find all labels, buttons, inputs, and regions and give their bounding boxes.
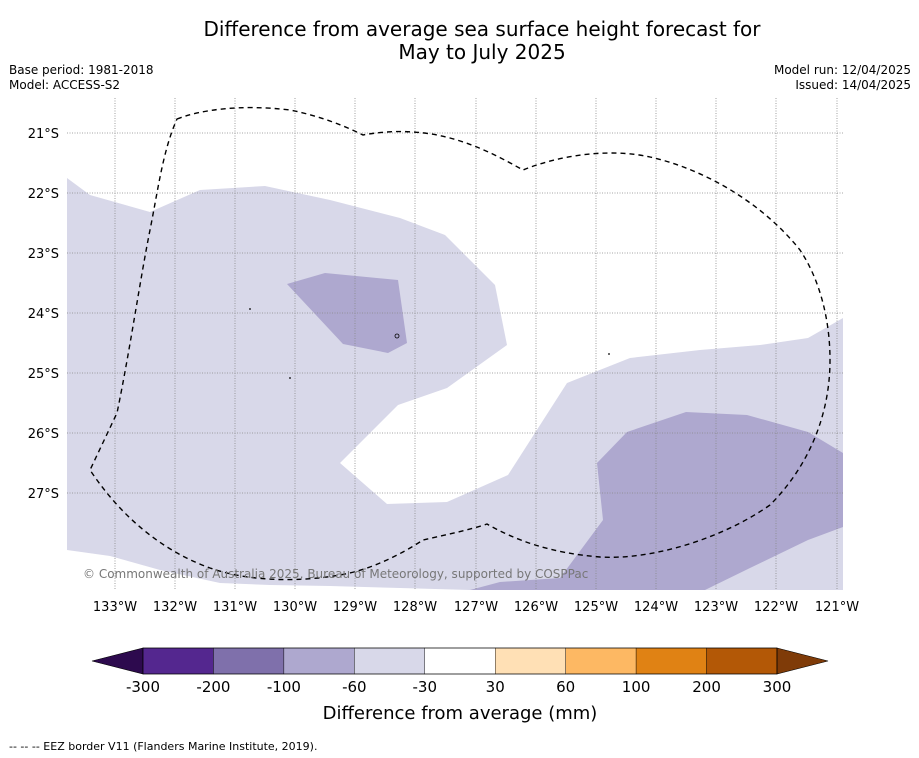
lat-label-23s: 23°S: [28, 247, 59, 262]
lat-label-21s: 21°S: [28, 127, 59, 142]
longitude-labels: 133°W 132°W 131°W 130°W 129°W 128°W 127°…: [93, 600, 859, 615]
colorbar-under-arrow: [91, 647, 144, 675]
colorbar-segment-2: [283, 647, 355, 675]
colorbar-segment-8: [706, 647, 778, 675]
lat-label-26s: 26°S: [28, 427, 59, 442]
lon-label-133w: 133°W: [93, 600, 137, 615]
islands: [249, 308, 610, 379]
map-figure: © Commonwealth of Australia 2025, Bureau…: [28, 98, 859, 724]
meta-right: Model run: 12/04/2025 Issued: 14/04/2025: [774, 63, 911, 93]
lon-label-125w: 125°W: [574, 600, 618, 615]
colorbar-tick-label-1: -200: [196, 678, 230, 696]
colorbar-segment-0: [142, 647, 214, 675]
title-line-2: May to July 2025: [398, 40, 566, 64]
lon-label-123w: 123°W: [694, 600, 738, 615]
eez-border: [89, 106, 831, 581]
gridlines: [67, 98, 843, 590]
colorbar-tick-label-9: 300: [763, 678, 792, 696]
colorbar-segment-5: [495, 647, 566, 675]
colorbar-segment-4: [424, 647, 496, 675]
colorbar-tick-label-5: 30: [486, 678, 505, 696]
colorbar-tick-label-4: -30: [413, 678, 438, 696]
model-run: Model run: 12/04/2025: [773, 63, 911, 77]
colorbar-title: Difference from average (mm): [323, 703, 598, 724]
colorbar-over-arrow: [776, 647, 829, 675]
colorbar-tick-label-3: -60: [342, 678, 367, 696]
colorbar-segment-7: [635, 647, 707, 675]
latitude-labels: 21°S 22°S 23°S 24°S 25°S 26°S 27°S: [28, 127, 59, 502]
colorbar-segment-6: [565, 647, 637, 675]
colorbar: -300 -200 -100 -60 -30 30 60 100 200 300 Differen…: [91, 647, 829, 724]
lon-label-127w: 127°W: [454, 600, 498, 615]
lon-label-131w: 131°W: [213, 600, 257, 615]
colorbar-tick-label-6: 60: [556, 678, 575, 696]
map-panel: [67, 98, 843, 590]
colorbar-segment-3: [354, 647, 425, 675]
base-period: Base period: 1981-2018: [9, 63, 154, 77]
map-title: Difference from average sea surface heig…: [0, 18, 919, 64]
lat-label-25s: 25°S: [28, 367, 59, 382]
colorbar-tick-label-0: -300: [126, 678, 160, 696]
lon-label-124w: 124°W: [634, 600, 678, 615]
lon-label-132w: 132°W: [153, 600, 197, 615]
lon-label-121w: 121°W: [815, 600, 859, 615]
lat-label-27s: 27°S: [28, 487, 59, 502]
lon-label-129w: 129°W: [333, 600, 377, 615]
lat-label-24s: 24°S: [28, 307, 59, 322]
colorbar-tick-label-2: -100: [267, 678, 301, 696]
lon-label-122w: 122°W: [754, 600, 798, 615]
lat-label-22s: 22°S: [28, 187, 59, 202]
model-name: Model: ACCESS-S2: [9, 78, 121, 92]
colorbar-tick-labels: -300 -200 -100 -60 -30 30 60 100 200 300: [126, 678, 791, 696]
eez-legend-footer: -- -- -- EEZ border V11 (Flanders Marine…: [9, 740, 318, 753]
colorbar-segments: [142, 647, 778, 675]
colorbar-tick-label-8: 200: [692, 678, 721, 696]
title-line-1: Difference from average sea surface heig…: [203, 17, 761, 41]
copyright-text: © Commonwealth of Australia 2025, Bureau…: [83, 567, 588, 581]
colorbar-tick-label-7: 100: [622, 678, 651, 696]
lon-label-130w: 130°W: [273, 600, 317, 615]
lon-label-128w: 128°W: [393, 600, 437, 615]
region-medium-southeast: [470, 412, 843, 590]
colorbar-frame: [142, 647, 778, 675]
colorbar-segment-1: [213, 647, 285, 675]
issued-date: Issued: 14/04/2025: [795, 78, 911, 92]
lon-label-126w: 126°W: [514, 600, 558, 615]
meta-left: Base period: 1981-2018 Model: ACCESS-S2: [9, 63, 154, 93]
